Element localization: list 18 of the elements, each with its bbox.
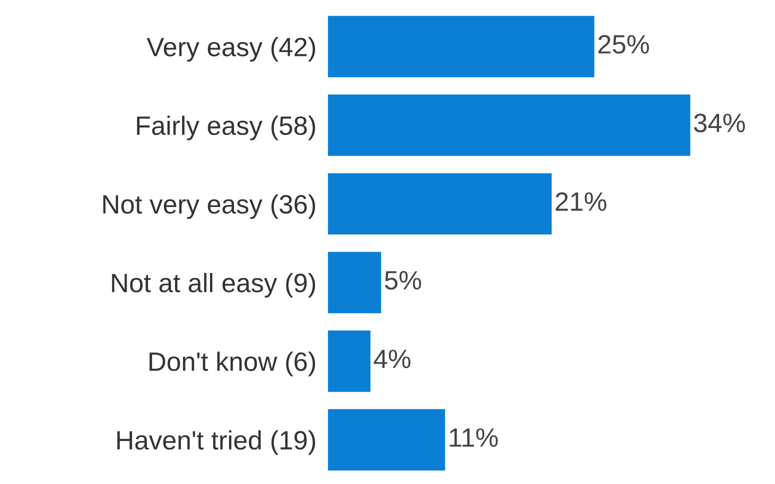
data-label: 5%: [384, 271, 422, 290]
y-tick-label: Fairly easy (58): [137, 116, 316, 140]
data-label: 34%: [694, 114, 745, 132]
y-tick-label: Haven't tried (19): [117, 430, 316, 455]
data-label: 25%: [598, 34, 649, 54]
bar: [328, 94, 690, 156]
y-tick-label: Very easy (42): [146, 37, 316, 62]
bar: [328, 330, 370, 392]
data-label: 11%: [450, 428, 498, 447]
bar: [328, 252, 382, 314]
bar: [328, 409, 446, 471]
y-tick-label: Not at all easy (9): [112, 272, 316, 298]
y-tick-label: Not very easy (36): [103, 194, 316, 219]
bar: [328, 173, 552, 235]
data-label: 21%: [556, 192, 606, 211]
bar: [328, 16, 594, 78]
y-tick-label: Don't know (6): [150, 352, 316, 376]
data-label: 4%: [374, 350, 410, 368]
